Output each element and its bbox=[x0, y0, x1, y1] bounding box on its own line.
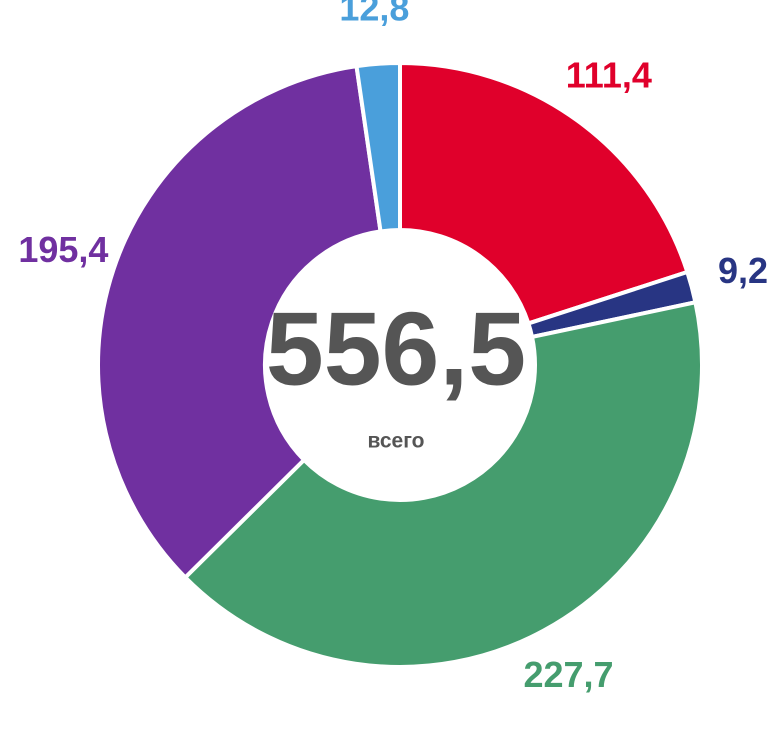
donut-segment bbox=[354, 60, 402, 234]
data-label: 195,4 bbox=[18, 229, 108, 270]
data-label: 111,4 bbox=[566, 54, 652, 95]
donut-segment bbox=[182, 299, 704, 669]
data-label: 227,7 bbox=[523, 654, 613, 695]
donut-segment bbox=[96, 63, 383, 581]
center-subtext: всего bbox=[367, 430, 424, 453]
donut-segment bbox=[398, 60, 690, 326]
data-label: 12,8 bbox=[339, 0, 409, 28]
center-total: 556,5 bbox=[266, 291, 526, 407]
data-label: 9,2 bbox=[718, 250, 768, 291]
